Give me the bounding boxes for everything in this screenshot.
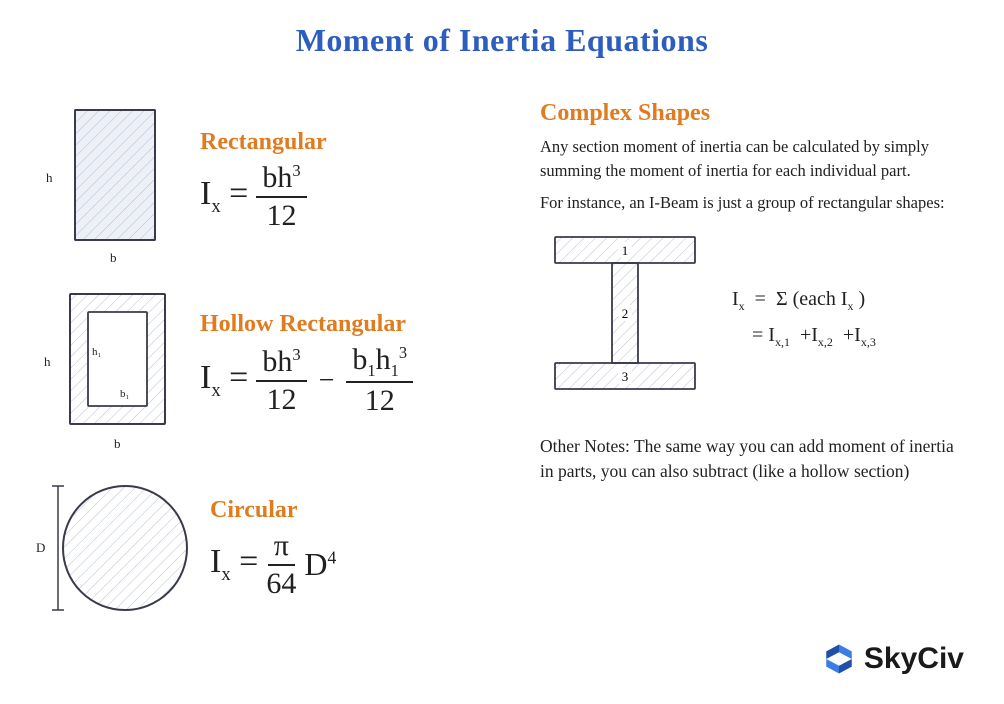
complex-para2: For instance, an I-Beam is just a group … bbox=[540, 191, 970, 215]
skyciv-logo-text: SkyCiv bbox=[864, 642, 964, 676]
rectangular-diagram: h b bbox=[30, 100, 180, 260]
svg-text:2: 2 bbox=[622, 306, 629, 321]
formula-rectangular: Ix = bh312 bbox=[200, 162, 500, 231]
section-title-rectangular: Rectangular bbox=[200, 129, 500, 156]
ibeam-formula: Ix = Σ (each Ix ) = Ix,1 +Ix,2 +Ix,3 bbox=[732, 281, 876, 354]
page-title: Moment of Inertia Equations bbox=[0, 0, 1004, 59]
dim-h1: h₁ bbox=[92, 346, 101, 358]
right-column: Complex Shapes Any section moment of ine… bbox=[540, 100, 970, 493]
svg-text:3: 3 bbox=[622, 369, 629, 384]
left-column: h b Rectangular Ix = bh312 h bbox=[30, 100, 500, 652]
skyciv-logo: SkyCiv bbox=[822, 642, 964, 676]
formula-hollow: Ix = bh312 − b1h1312 bbox=[200, 344, 500, 417]
dim-h: h bbox=[46, 170, 53, 186]
section-rectangular: h b Rectangular Ix = bh312 bbox=[30, 100, 500, 260]
dim-h-outer: h bbox=[44, 354, 51, 370]
dim-D: D bbox=[36, 540, 45, 556]
section-hollow-rectangular: h b h₁ b₁ Hollow Rectangular Ix = bh312 … bbox=[30, 284, 500, 444]
ibeam-diagram: 1 2 3 bbox=[540, 225, 710, 410]
dim-b1: b₁ bbox=[120, 388, 129, 400]
formula-circular: Ix = π64 D4 bbox=[210, 530, 500, 599]
dim-b-outer: b bbox=[114, 436, 121, 452]
dim-b: b bbox=[110, 250, 117, 266]
complex-para1: Any section moment of inertia can be cal… bbox=[540, 135, 970, 183]
section-circular: D Circular Ix = π64 D4 bbox=[30, 468, 500, 628]
complex-notes: Other Notes: The same way you can add mo… bbox=[540, 434, 970, 485]
hollow-rectangular-diagram: h b h₁ b₁ bbox=[30, 284, 180, 444]
section-title-complex: Complex Shapes bbox=[540, 100, 970, 127]
section-title-hollow: Hollow Rectangular bbox=[200, 311, 500, 338]
section-title-circular: Circular bbox=[210, 497, 500, 524]
circular-diagram: D bbox=[30, 468, 190, 628]
svg-text:1: 1 bbox=[622, 243, 629, 258]
skyciv-logo-icon bbox=[822, 642, 856, 676]
